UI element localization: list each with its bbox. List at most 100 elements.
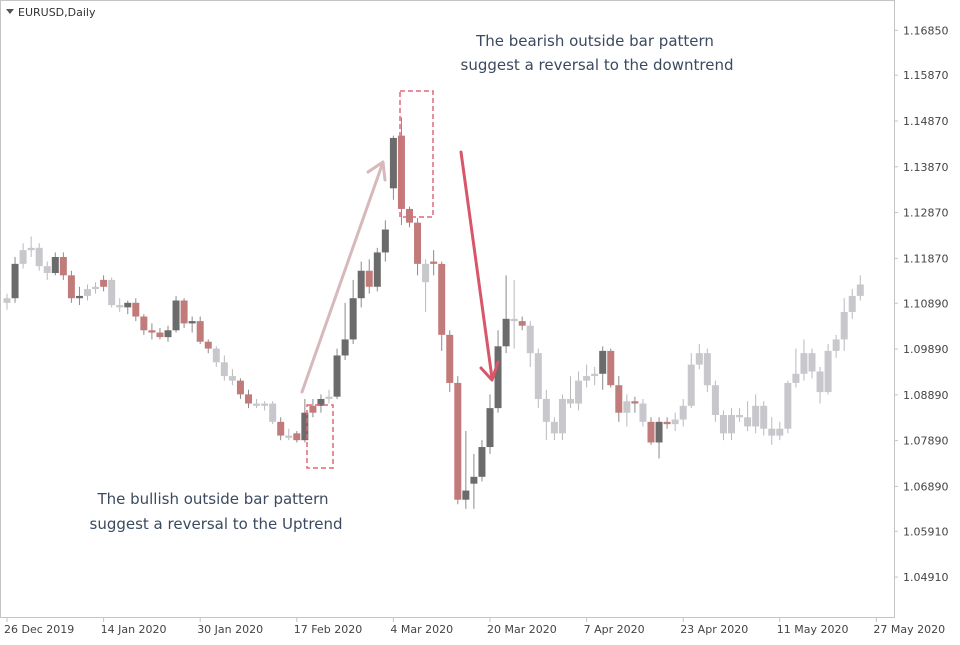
candle-body: [430, 261, 438, 264]
candle-body: [277, 421, 285, 436]
candle: [728, 408, 735, 441]
candle: [824, 344, 832, 395]
candle: [502, 275, 510, 354]
candle: [518, 316, 526, 331]
candle-body: [180, 300, 188, 324]
symbol-header[interactable]: EURUSD,Daily: [6, 6, 96, 19]
candle: [100, 275, 108, 292]
candle: [631, 396, 639, 413]
candle-body: [639, 403, 647, 422]
candle: [35, 243, 43, 271]
candlestick-series: [3, 117, 864, 509]
candle: [599, 346, 607, 390]
candle-body: [245, 394, 252, 404]
candle: [301, 398, 309, 443]
candle: [454, 376, 462, 505]
candle-body: [808, 353, 816, 372]
candle-body: [550, 421, 558, 434]
candle: [293, 431, 301, 443]
candle: [752, 394, 760, 434]
candle-body: [365, 270, 373, 287]
candle: [333, 348, 341, 399]
candle-body: [261, 403, 269, 406]
candle-body: [172, 300, 180, 331]
dropdown-triangle-icon[interactable]: [6, 9, 14, 14]
candle-body: [188, 321, 196, 324]
candle: [19, 243, 27, 269]
x-tick-label: 30 Jan 2020: [197, 623, 263, 636]
candle-body: [253, 403, 261, 406]
candle-body: [567, 398, 574, 404]
candle: [285, 428, 293, 441]
candle: [808, 348, 816, 379]
candle-body: [752, 405, 760, 427]
candle-body: [736, 414, 744, 418]
bearish-pattern-box: [399, 90, 434, 218]
candle: [220, 355, 228, 381]
candle-body: [840, 311, 848, 340]
candle-body: [84, 289, 91, 296]
y-tick-label: 1.11870: [903, 252, 949, 265]
candle-body: [615, 385, 623, 413]
candle: [446, 330, 454, 393]
candle-body: [599, 350, 607, 374]
candle: [462, 431, 470, 509]
candle-body: [728, 414, 735, 434]
candle: [406, 206, 413, 228]
candle-body: [116, 305, 124, 308]
candle: [639, 398, 647, 427]
candle-body: [591, 373, 599, 377]
candle: [92, 282, 100, 294]
candle-body: [575, 380, 583, 404]
candle: [534, 348, 542, 409]
candle-body: [349, 298, 357, 340]
candle: [156, 327, 164, 340]
candle-body: [373, 252, 381, 287]
candle-body: [647, 421, 655, 443]
candle-body: [679, 405, 687, 420]
candle: [792, 348, 800, 388]
candle-body: [526, 325, 534, 354]
candle-body: [848, 295, 856, 312]
candle: [542, 389, 550, 441]
candle-body: [607, 350, 615, 386]
uptrend-arrow: [300, 160, 387, 394]
candle: [188, 316, 196, 333]
candle: [663, 417, 671, 429]
candle: [736, 408, 744, 422]
candle-body: [719, 414, 727, 434]
plot-area: [0, 0, 895, 618]
candle-body: [816, 371, 824, 393]
candle: [494, 330, 502, 413]
candle: [510, 279, 518, 349]
candle-body: [800, 353, 808, 374]
candle-body: [35, 247, 43, 267]
candle-body: [518, 321, 526, 326]
candle-body: [454, 382, 462, 500]
candle-body: [3, 298, 11, 303]
y-tick-label: 1.07890: [903, 435, 949, 448]
x-axis: 26 Dec 2019 14 Jan 2020 30 Jan 2020 17 Feb …: [4, 618, 945, 636]
candle-body: [212, 348, 220, 363]
candle-body: [510, 318, 518, 322]
candle-body: [164, 330, 172, 338]
candle-body: [478, 447, 486, 477]
candle-body: [438, 263, 446, 335]
candle: [438, 261, 446, 351]
y-tick-label: 1.13870: [903, 161, 949, 174]
y-tick-label: 1.06890: [903, 480, 949, 493]
candle: [397, 117, 405, 225]
candle-body: [462, 490, 470, 500]
candle: [478, 440, 486, 482]
bullish-annotation-line2: suggest a reversal to the Uptrend: [90, 515, 343, 533]
candle: [760, 401, 768, 436]
candle: [108, 277, 116, 308]
candle-body: [325, 396, 333, 399]
x-tick-label: 26 Dec 2019: [4, 623, 74, 636]
candle: [212, 346, 220, 367]
candle: [67, 270, 75, 303]
candle: [140, 314, 148, 335]
candle-body: [75, 295, 83, 299]
candle: [679, 398, 687, 427]
